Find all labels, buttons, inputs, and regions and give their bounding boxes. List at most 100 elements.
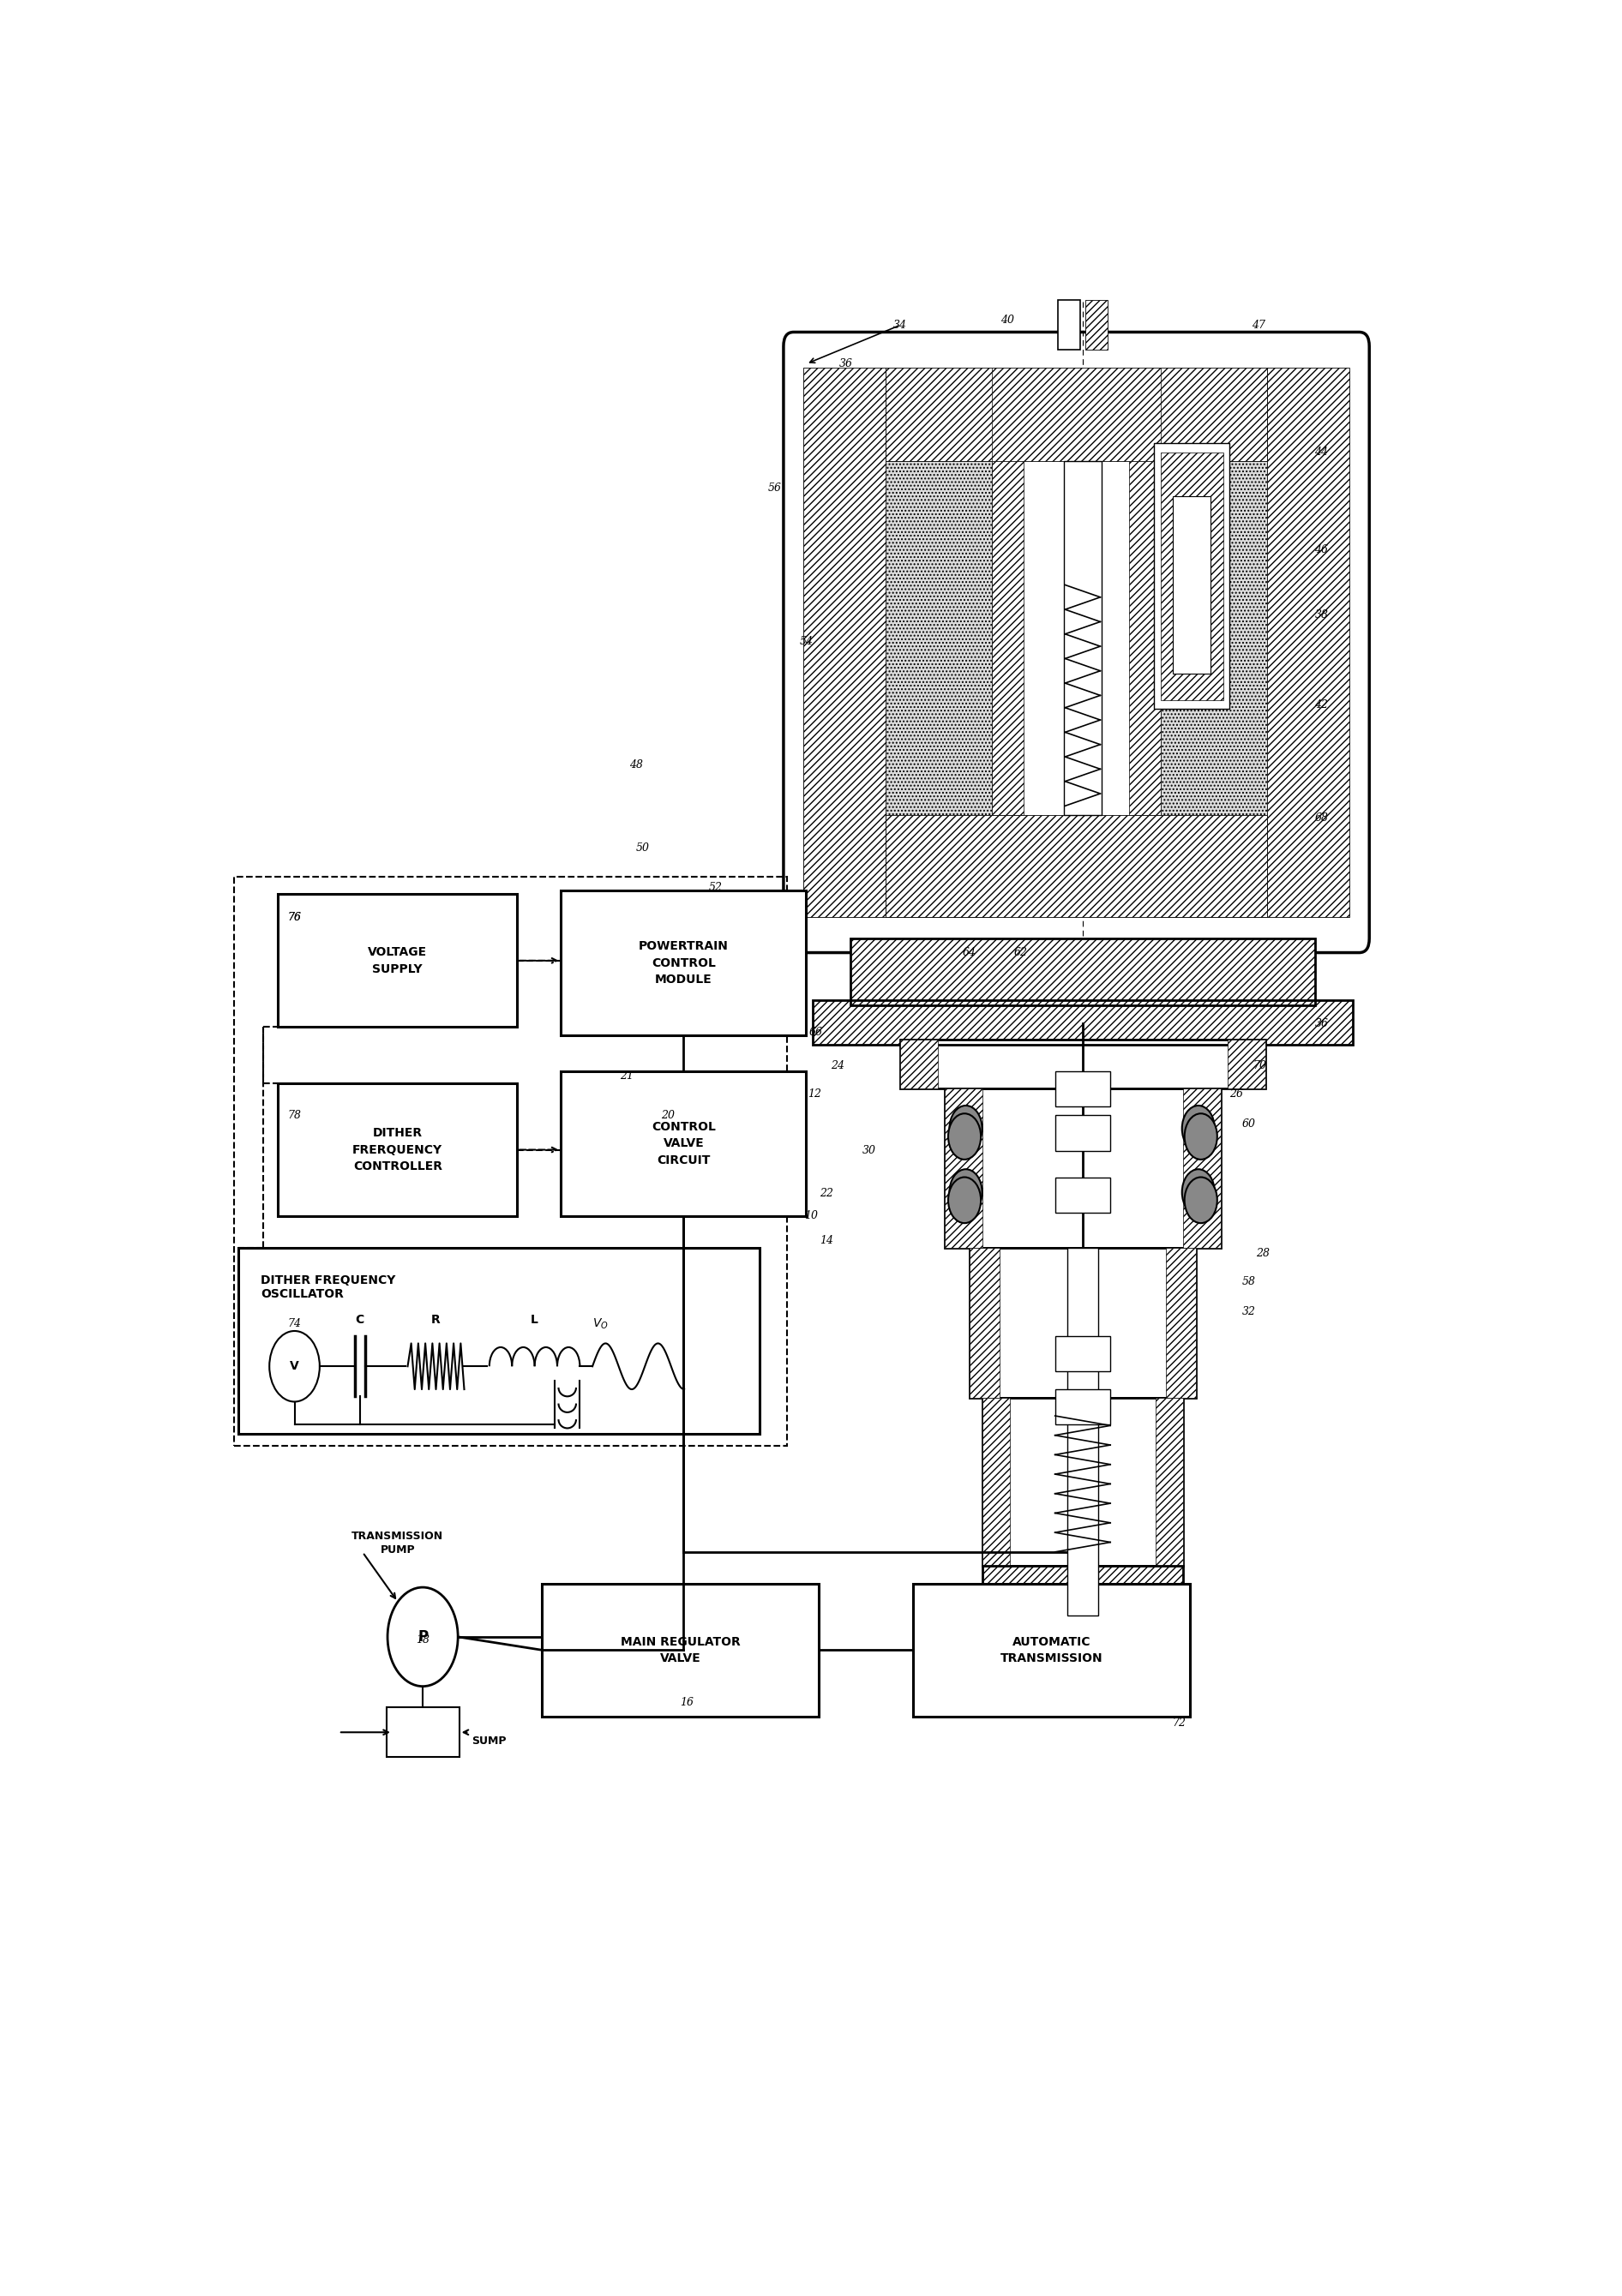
Bar [913,1584,1189,1717]
Text: 18: 18 [415,1635,430,1646]
Bar [586,0,793,94]
Text: 32: 32 [1242,1306,1255,1318]
Text: P: P [417,1630,428,1644]
Text: V: V [290,1359,298,1373]
Circle shape [1184,1178,1216,1224]
Circle shape [1184,1114,1216,1159]
Bar [1054,1336,1111,1371]
Bar [592,0,787,11]
Bar [1064,461,1101,815]
Text: 20: 20 [662,1109,675,1120]
Bar [886,461,993,918]
Text: 66: 66 [809,1026,822,1038]
Bar [1054,1116,1111,1150]
Bar [993,461,1023,815]
Bar [1182,1088,1221,1249]
Circle shape [269,1332,320,1401]
Bar [983,1566,1184,1616]
Bar [970,1249,999,1398]
Bar [944,1088,1221,1249]
Bar [1054,1389,1111,1424]
Text: 24: 24 [830,1061,845,1072]
Circle shape [949,1114,981,1159]
Text: 40: 40 [1001,315,1014,326]
Text: 46: 46 [1315,544,1328,556]
Circle shape [949,1178,981,1224]
Bar [1166,1249,1195,1398]
Text: 26: 26 [1229,1088,1242,1100]
Bar [542,1584,819,1717]
Bar [983,1398,1184,1566]
Text: 21: 21 [620,1070,633,1081]
Bar [279,1084,517,1217]
Text: MAIN REGULATOR
VALVE: MAIN REGULATOR VALVE [621,1635,740,1665]
Bar [813,1001,1353,1045]
Circle shape [652,32,683,73]
Text: 56: 56 [767,482,782,494]
Text: 54: 54 [800,636,813,647]
Bar [850,939,1315,1006]
Text: 36: 36 [1315,1017,1328,1029]
Bar [900,1040,938,1088]
Bar [279,895,517,1026]
Text: 70: 70 [1254,1061,1267,1072]
Bar [1067,1249,1098,1616]
Bar [1085,301,1108,349]
Bar [1054,1178,1111,1212]
Text: 28: 28 [1255,1247,1270,1258]
Text: 22: 22 [819,1187,834,1199]
Bar [234,877,787,1446]
Text: CONTROL
VALVE
CIRCUIT: CONTROL VALVE CIRCUIT [652,1120,715,1166]
Bar [993,367,1161,461]
Text: R: R [431,1313,441,1325]
Text: 68: 68 [1315,813,1328,824]
Bar [1058,301,1080,349]
Bar [850,939,1315,1006]
Bar [803,367,886,918]
Text: 14: 14 [819,1235,834,1247]
Text: 30: 30 [863,1146,876,1157]
Text: DITHER
FRERQUENCY
CONTROLLER: DITHER FRERQUENCY CONTROLLER [352,1127,443,1173]
Bar [886,367,1267,461]
Text: 74: 74 [287,1318,302,1329]
Text: 78: 78 [287,1109,302,1120]
Text: 60: 60 [1242,1118,1255,1130]
Text: 50: 50 [636,843,649,854]
Text: SUMP: SUMP [472,1736,506,1747]
FancyBboxPatch shape [783,333,1369,953]
Text: L: L [530,1313,539,1325]
Text: 44: 44 [1315,448,1328,457]
Text: 34: 34 [894,319,907,331]
Bar [944,1088,983,1249]
Text: 62: 62 [1014,946,1028,957]
Text: 42: 42 [1315,700,1328,712]
Bar [970,1249,1195,1398]
Bar [983,1566,1184,1616]
Bar [1228,1040,1265,1088]
Bar [561,891,806,1035]
Bar [1129,461,1161,815]
Bar [813,1001,1353,1045]
Text: 48: 48 [629,760,644,771]
Text: TRANSMISSION
PUMP: TRANSMISSION PUMP [352,1531,443,1554]
Text: 64: 64 [963,946,976,957]
Bar [1173,496,1212,673]
Text: 10: 10 [805,1210,817,1221]
Text: POWERTRAIN
CONTROL
MODULE: POWERTRAIN CONTROL MODULE [639,941,728,985]
Bar [1155,1398,1182,1566]
Bar [238,1249,759,1433]
Text: 12: 12 [808,1088,822,1100]
Bar [1267,367,1350,918]
Circle shape [949,1107,983,1153]
Circle shape [1182,1169,1215,1215]
Circle shape [388,1587,457,1685]
Text: AUTOMATIC
TRANSMISSION: AUTOMATIC TRANSMISSION [1001,1635,1103,1665]
Bar [1161,452,1223,700]
Bar [1161,461,1267,918]
Text: $V_O$: $V_O$ [592,1318,608,1332]
Text: 16: 16 [680,1697,694,1708]
Circle shape [1182,1107,1215,1153]
Bar [1155,443,1229,709]
Text: 38: 38 [1315,608,1328,620]
Text: 58: 58 [1242,1277,1255,1288]
